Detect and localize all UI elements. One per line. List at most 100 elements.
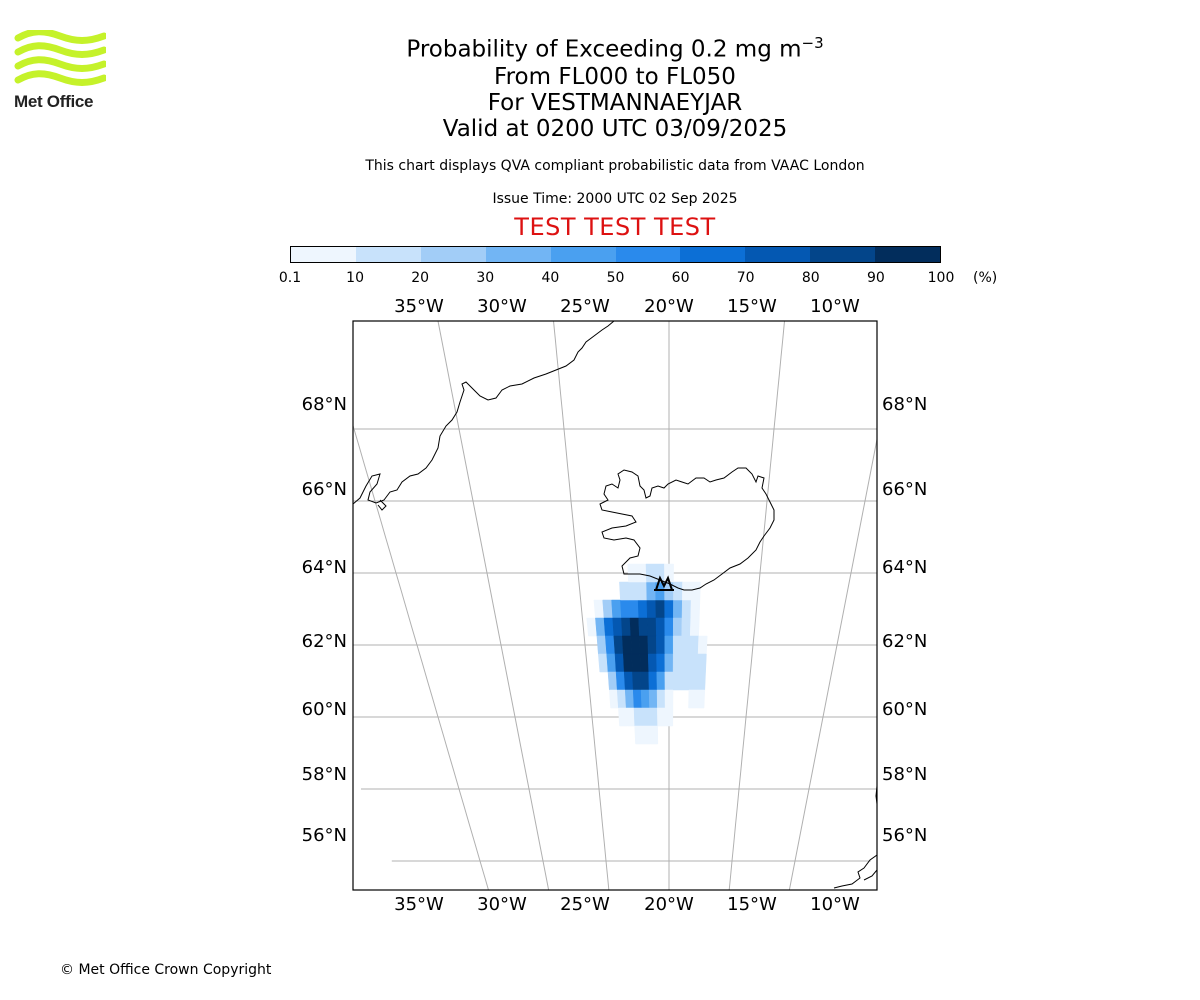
- probability-cell: [631, 653, 641, 673]
- probability-cell: [639, 653, 649, 673]
- probability-cell: [647, 617, 657, 637]
- probability-cell: [673, 599, 683, 619]
- probability-cell: [645, 563, 656, 583]
- probability-cell: [697, 653, 707, 673]
- longitude-label-top: 15°W: [727, 296, 777, 317]
- probability-cell: [627, 563, 638, 583]
- probability-cell: [680, 653, 691, 673]
- colorbar-tick-label: 50: [606, 270, 625, 286]
- probability-cell: [649, 725, 659, 745]
- probability-cell: [688, 671, 698, 691]
- probability-cell: [656, 653, 666, 673]
- probability-cell: [629, 617, 640, 637]
- probability-cell: [681, 617, 691, 637]
- probability-cell: [657, 707, 666, 727]
- probability-cell: [656, 671, 666, 691]
- colorbar-segment: [745, 247, 811, 262]
- colorbar-segment: [420, 247, 486, 262]
- latitude-label-right: 60°N: [882, 699, 927, 720]
- probability-cell: [681, 599, 692, 619]
- colorbar: [290, 246, 941, 263]
- colorbar-tick-label: 10: [346, 270, 365, 286]
- longitude-label-top: 30°W: [477, 296, 527, 317]
- probability-cell: [630, 635, 641, 655]
- probability-cell: [673, 581, 683, 601]
- scotland-coastline: [833, 854, 877, 889]
- met-office-waves-icon: [14, 28, 108, 86]
- probability-cell: [672, 635, 682, 655]
- longitude-label-bottom: 35°W: [394, 894, 444, 915]
- probability-cell: [664, 617, 674, 637]
- chart-title: Probability of Exceeding 0.2 mg m−3: [406, 34, 824, 63]
- latitude-label-left: 66°N: [302, 479, 347, 500]
- probability-cell: [612, 617, 623, 637]
- latitude-label-left: 58°N: [302, 764, 347, 785]
- colorbar-tick-label: 90: [866, 270, 885, 286]
- longitude-label-bottom: 20°W: [644, 894, 694, 915]
- probability-cell: [636, 563, 647, 583]
- probability-cell: [586, 617, 598, 637]
- probability-cell: [682, 581, 692, 601]
- probability-cell: [646, 599, 657, 619]
- probability-cell: [696, 689, 706, 709]
- probability-cell: [595, 617, 606, 637]
- colorbar-tick-label: 40: [541, 270, 560, 286]
- flight-level-range: From FL000 to FL050: [494, 64, 736, 90]
- probability-cell: [649, 707, 658, 727]
- probability-cell: [640, 671, 650, 691]
- probability-cell: [621, 617, 632, 637]
- met-office-logo: Met Office: [14, 28, 108, 112]
- latitude-label-right: 62°N: [882, 631, 927, 652]
- colorbar-tick-label: 60: [671, 270, 690, 286]
- latitude-label-left: 56°N: [302, 825, 347, 846]
- longitude-label-bottom: 10°W: [810, 894, 860, 915]
- longitude-label-bottom: 15°W: [727, 894, 777, 915]
- greenland-coastline: [353, 321, 615, 505]
- iceland-coastline: [599, 467, 775, 591]
- probability-cell: [609, 689, 619, 709]
- colorbar-unit: (%): [973, 270, 998, 286]
- probability-cell: [672, 653, 682, 673]
- probability-cell: [664, 689, 674, 709]
- longitude-label-top: 25°W: [560, 296, 610, 317]
- probability-cell: [689, 653, 699, 673]
- probability-cell: [611, 599, 622, 619]
- probability-cell: [616, 689, 627, 709]
- probability-cell: [656, 635, 666, 655]
- map-frame: [352, 320, 878, 891]
- probability-cell: [672, 617, 683, 637]
- latitude-label-right: 68°N: [882, 394, 927, 415]
- colorbar-segment: [875, 247, 941, 262]
- colorbar-segment: [550, 247, 616, 262]
- probability-cell: [619, 581, 630, 601]
- volcano-marker-icon: [654, 575, 674, 591]
- probability-cell: [624, 689, 635, 709]
- probability-cell: [632, 671, 642, 691]
- probability-cell: [688, 689, 698, 709]
- colorbar-tick-label: 30: [476, 270, 495, 286]
- probability-cell: [690, 581, 701, 601]
- probability-cell: [605, 635, 616, 655]
- probability-cell: [681, 635, 691, 655]
- probability-cell: [593, 599, 605, 619]
- colorbar-segment: [291, 247, 356, 262]
- probability-cell: [641, 707, 651, 727]
- probability-cell: [664, 563, 674, 583]
- longitude-label-top: 10°W: [810, 296, 860, 317]
- probability-cell: [615, 671, 626, 691]
- probability-cell: [689, 635, 699, 655]
- chart-description: This chart displays QVA compliant probab…: [365, 158, 865, 174]
- probability-cell: [672, 671, 682, 691]
- probability-cell: [625, 707, 635, 727]
- probability-cell: [664, 635, 674, 655]
- colorbar-segment: [810, 247, 876, 262]
- colorbar-tick-label: 0.1: [278, 270, 302, 286]
- probability-cell: [690, 599, 701, 619]
- longitude-label-bottom: 25°W: [560, 894, 610, 915]
- probability-cell: [622, 635, 632, 655]
- latitude-label-right: 66°N: [882, 479, 927, 500]
- latitude-label-right: 56°N: [882, 825, 927, 846]
- probability-cell: [620, 599, 631, 619]
- greenland-fjord: [377, 499, 387, 511]
- probability-cell: [618, 707, 628, 727]
